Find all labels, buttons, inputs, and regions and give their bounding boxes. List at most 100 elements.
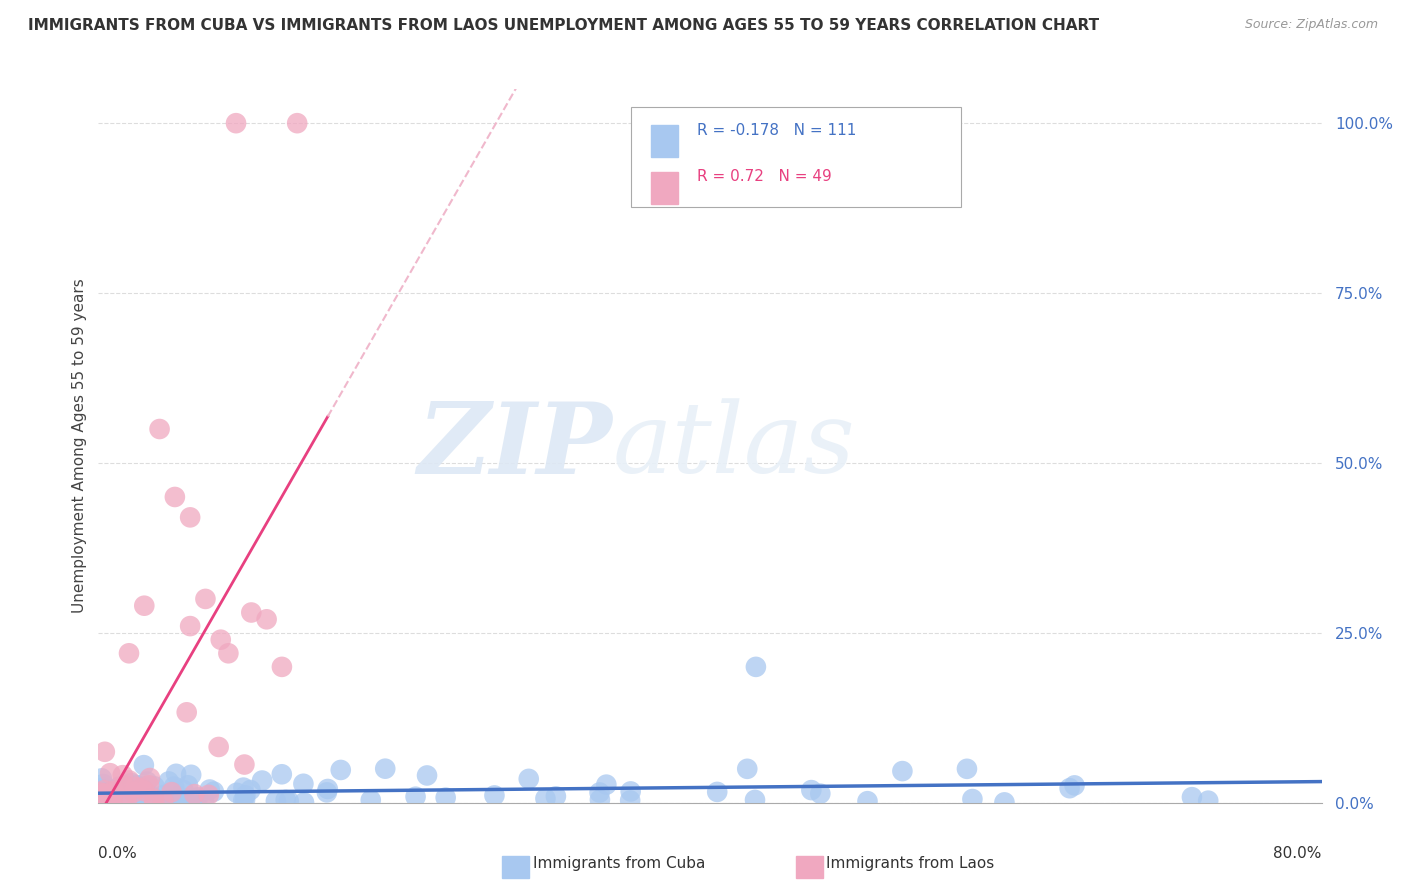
Point [167,794,190,808]
Point [993,796,1015,810]
Point [103,785,125,799]
Point [170,794,193,808]
Point [153,788,176,802]
Point [132,780,155,795]
Point [93,788,115,802]
Point [160,792,183,806]
Point [139,796,162,810]
Point [125,785,148,799]
FancyBboxPatch shape [651,125,678,157]
Point [619,793,641,807]
Point [179,510,201,524]
Point [132,780,155,794]
Point [270,767,292,781]
Point [132,758,155,772]
Point [115,794,138,808]
Point [209,632,232,647]
Point [285,116,308,130]
Point [142,791,165,805]
Point [143,780,166,794]
Text: IMMIGRANTS FROM CUBA VS IMMIGRANTS FROM LAOS UNEMPLOYMENT AMONG AGES 55 TO 59 YE: IMMIGRANTS FROM CUBA VS IMMIGRANTS FROM … [28,18,1099,33]
Point [90,772,112,786]
Point [270,660,292,674]
Point [125,778,148,792]
Point [142,789,165,804]
Point [149,794,172,808]
Point [292,777,315,791]
Point [118,773,141,788]
Point [100,790,122,805]
Point [89,795,111,809]
Point [101,795,124,809]
Point [274,793,297,807]
Point [800,783,823,797]
Point [135,789,157,803]
Point [172,783,194,797]
Text: 80.0%: 80.0% [1274,846,1322,861]
Point [122,792,145,806]
Point [174,795,197,809]
Point [89,792,111,806]
Point [374,762,396,776]
Point [416,768,439,782]
Point [292,796,315,810]
Point [101,789,124,804]
Point [534,791,557,805]
Text: Immigrants from Cuba: Immigrants from Cuba [533,856,704,871]
Text: 0.0%: 0.0% [98,846,138,861]
Point [89,784,111,798]
Point [115,786,138,800]
FancyBboxPatch shape [651,171,678,203]
Point [225,786,247,800]
Y-axis label: Unemployment Among Ages 55 to 59 years: Unemployment Among Ages 55 to 59 years [72,278,87,614]
Point [250,773,273,788]
Point [225,116,247,130]
Point [125,780,148,794]
Point [277,794,299,808]
Point [134,599,156,613]
Point [329,763,352,777]
Point [891,764,914,778]
Point [134,784,156,798]
Point [136,774,159,789]
Point [129,792,152,806]
Point [217,646,239,660]
Point [91,777,114,791]
Point [129,794,152,808]
Point [89,786,111,800]
Point [233,757,256,772]
Point [96,789,118,804]
Point [143,795,166,809]
Point [183,787,205,801]
Point [193,796,215,810]
Point [588,785,610,799]
Point [166,789,188,804]
Point [187,790,209,805]
Point [138,778,160,792]
Point [1197,794,1219,808]
Point [118,646,141,660]
Point [163,490,186,504]
Point [956,762,979,776]
Point [176,706,198,720]
Point [165,766,187,780]
Point [110,793,132,807]
Point [124,780,146,795]
Point [233,792,256,806]
Text: Source: ZipAtlas.com: Source: ZipAtlas.com [1244,18,1378,31]
Point [157,774,180,789]
FancyBboxPatch shape [502,856,529,878]
Point [121,787,143,801]
Point [127,779,149,793]
Point [264,794,287,808]
Point [149,422,172,436]
Point [595,778,617,792]
Point [91,791,114,805]
Point [160,785,183,799]
Point [93,787,115,801]
Point [239,783,262,797]
Point [121,793,143,807]
Point [198,782,221,797]
Point [107,792,129,806]
Point [620,784,643,798]
